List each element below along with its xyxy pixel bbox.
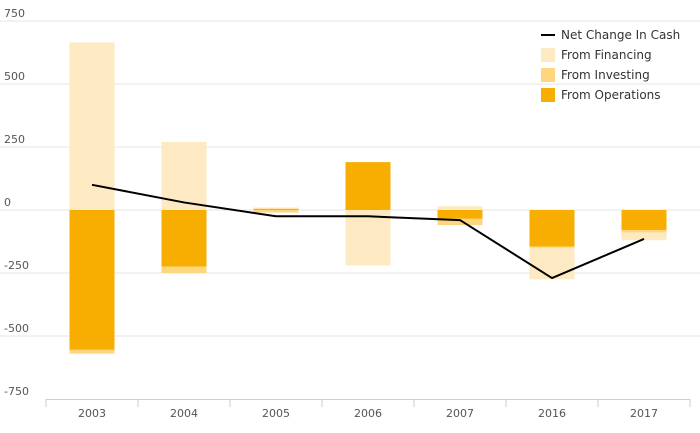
axes: 750 500 250 0 -250 -500 -750 2003 2004 2005 2006 20… bbox=[4, 7, 691, 420]
y-tick-label: 0 bbox=[4, 196, 11, 209]
bar-from-investing-2003[interactable] bbox=[69, 349, 115, 354]
legend-label[interactable]: From Financing bbox=[561, 48, 652, 62]
bar-from-operations-2004[interactable] bbox=[161, 210, 207, 267]
bar-from-operations-2017[interactable] bbox=[621, 210, 667, 231]
bar-from-financing-2006[interactable] bbox=[345, 210, 391, 266]
y-tick-label: -750 bbox=[4, 385, 29, 398]
x-tick-label: 2006 bbox=[354, 407, 382, 420]
legend-label[interactable]: From Operations bbox=[561, 88, 661, 102]
bar-from-financing-2003[interactable] bbox=[69, 42, 115, 210]
net-change-line-group bbox=[91, 183, 645, 280]
legend-swatch bbox=[541, 48, 555, 62]
bar-from-operations-2003[interactable] bbox=[69, 210, 115, 350]
y-tick-label: 500 bbox=[4, 70, 25, 83]
legend-swatch bbox=[541, 68, 555, 82]
x-tick-label: 2007 bbox=[446, 407, 474, 420]
net-change-line[interactable] bbox=[91, 183, 645, 280]
bar-from-investing-2016[interactable] bbox=[529, 246, 575, 248]
bar-from-operations-2007[interactable] bbox=[437, 210, 483, 219]
legend-label[interactable]: From Investing bbox=[561, 68, 650, 82]
bar-from-financing-2005[interactable] bbox=[253, 207, 299, 209]
legend-swatch bbox=[541, 88, 555, 102]
y-tick-label: -250 bbox=[4, 259, 29, 272]
bar-from-investing-2004[interactable] bbox=[161, 266, 207, 273]
legend: Net Change In Cash From Financing From Inv… bbox=[541, 28, 680, 102]
bar-from-financing-2016[interactable] bbox=[529, 247, 575, 280]
bar-from-financing-2017[interactable] bbox=[621, 232, 667, 241]
bar-from-investing-2007[interactable] bbox=[437, 218, 483, 226]
y-tick-label: -500 bbox=[4, 322, 29, 335]
x-tick-label: 2016 bbox=[538, 407, 566, 420]
bar-from-investing-2005[interactable] bbox=[253, 210, 299, 213]
legend-label[interactable]: Net Change In Cash bbox=[561, 28, 680, 42]
y-tick-label: 250 bbox=[4, 133, 25, 146]
x-tick-label: 2004 bbox=[170, 407, 198, 420]
bar-from-operations-2016[interactable] bbox=[529, 210, 575, 247]
bar-from-operations-2005[interactable] bbox=[253, 208, 299, 210]
bar-from-financing-2007[interactable] bbox=[437, 206, 483, 210]
bar-from-investing-2017[interactable] bbox=[621, 230, 667, 233]
x-tick-label: 2017 bbox=[630, 407, 658, 420]
x-tick-label: 2005 bbox=[262, 407, 290, 420]
bar-from-operations-2006[interactable] bbox=[345, 162, 391, 210]
x-tick-label: 2003 bbox=[78, 407, 106, 420]
y-tick-label: 750 bbox=[4, 7, 25, 20]
bars bbox=[69, 42, 667, 354]
grid bbox=[0, 20, 700, 337]
